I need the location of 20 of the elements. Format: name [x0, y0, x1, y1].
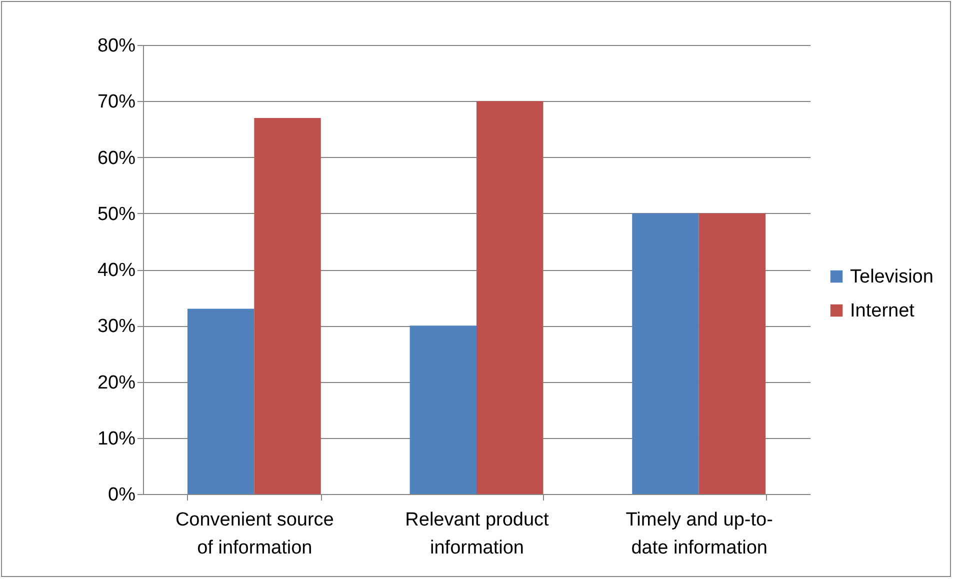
y-tick-label: 70% — [97, 92, 136, 113]
bar — [698, 213, 766, 494]
x-tick-label: Convenient source of information — [175, 510, 334, 558]
y-tick-label: 0% — [108, 484, 136, 506]
legend-label: Television — [850, 266, 934, 288]
bar — [632, 213, 699, 494]
y-tick-label: 40% — [97, 260, 136, 281]
x-tick-label: Timely and up-to-date information — [626, 510, 773, 558]
bar — [254, 118, 321, 494]
x-tick-label: Relevant product information — [405, 510, 550, 558]
y-tick-label: 50% — [97, 204, 136, 225]
y-tick-label: 30% — [97, 316, 136, 338]
bar — [410, 326, 476, 494]
y-tick-label: 20% — [97, 372, 136, 394]
bar — [187, 308, 254, 494]
y-tick-label: 80% — [97, 36, 136, 56]
y-tick-label: 60% — [97, 148, 136, 169]
y-tick-label: 10% — [97, 428, 136, 450]
legend-label: Internet — [850, 300, 916, 322]
bar — [476, 101, 544, 494]
